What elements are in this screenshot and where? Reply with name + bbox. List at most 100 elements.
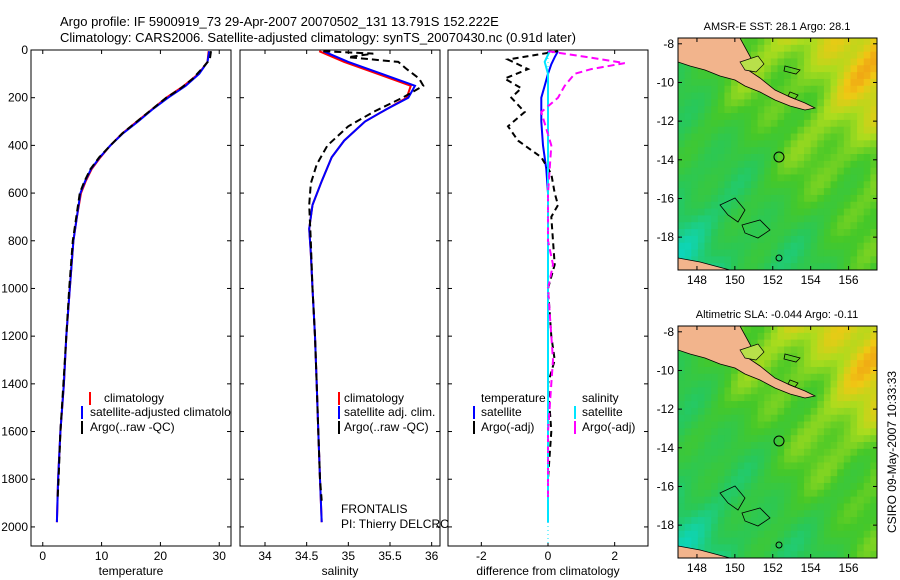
heatmap-cell (830, 353, 838, 361)
heatmap-cell (697, 256, 706, 264)
heatmap-cell (684, 160, 692, 169)
heatmap-cell (777, 126, 785, 135)
heatmap-cell (731, 208, 739, 217)
heatmap-cell (823, 455, 832, 464)
heatmap-cell (704, 401, 712, 409)
heatmap-cell (724, 523, 732, 532)
heatmap-cell (750, 147, 759, 155)
heatmap-cell (697, 133, 706, 141)
heatmap-cell (737, 530, 745, 539)
heatmap-cell (678, 523, 686, 532)
heatmap-cell (823, 503, 832, 511)
heatmap-cell (857, 72, 865, 80)
heatmap-cell (750, 339, 759, 348)
heatmap-cell (857, 448, 865, 457)
heatmap-cell (804, 38, 812, 46)
heatmap-cell (850, 469, 858, 477)
heatmap-cell (817, 106, 825, 114)
heatmap-cell (724, 147, 732, 155)
heatmap-cell (797, 407, 805, 416)
heatmap-cell (691, 442, 699, 450)
heatmap-cell (870, 222, 877, 230)
heatmap-cell (784, 414, 792, 423)
heatmap-cell (724, 222, 732, 230)
heatmap-cell (817, 407, 825, 416)
heatmap-cell (870, 496, 877, 505)
heatmap-cell (757, 174, 765, 182)
heatmap-cell (697, 249, 706, 257)
heatmap-cell (764, 469, 772, 477)
heatmap-cell (837, 126, 845, 135)
heatmap-cell (850, 421, 858, 429)
island-shape (783, 65, 801, 75)
heatmap-cell (684, 106, 692, 114)
heatmap-cell (863, 140, 871, 148)
salinity-panel: 34 34.5 35 35.5 36 salinity climatology sate… (239, 49, 461, 578)
heatmap-cell (784, 551, 792, 558)
heatmap-cell (804, 469, 812, 477)
heatmap-cell (724, 387, 732, 395)
heatmap-cell (770, 38, 779, 46)
heatmap-cell (837, 222, 845, 230)
heatmap-cell (830, 544, 838, 552)
heatmap-cell (857, 38, 865, 46)
heatmap-cell (744, 160, 752, 169)
heatmap-cell (777, 242, 785, 251)
heatmap-cell (704, 373, 712, 382)
heatmap-cell (750, 387, 759, 395)
heatmap-cell (711, 194, 719, 203)
heatmap-cell (697, 174, 706, 182)
heatmap-cell (870, 476, 877, 484)
heatmap-cell (777, 448, 785, 457)
heatmap-cell (750, 113, 759, 121)
heatmap-cell (764, 133, 772, 141)
heatmap-cell (744, 401, 752, 409)
heatmap-cell (810, 140, 818, 148)
heatmap-cell (837, 332, 845, 341)
heatmap-cell (704, 235, 712, 244)
heatmap-cell (697, 421, 706, 429)
heatmap-cell (857, 78, 865, 87)
heatmap-cell (691, 92, 699, 101)
heatmap-cell (757, 510, 765, 518)
heatmap-cell (784, 160, 792, 169)
heatmap-cell (843, 462, 852, 470)
heatmap-cell (804, 140, 812, 148)
heatmap-cell (777, 332, 785, 341)
heatmap-cell (750, 119, 759, 128)
heatmap-cell (711, 147, 719, 155)
heatmap-cell (790, 482, 798, 491)
heatmap-cell (810, 242, 818, 251)
heatmap-cell (843, 394, 852, 402)
heatmap-cell (837, 147, 845, 155)
heatmap-cell (764, 44, 772, 53)
heatmap-cell (704, 229, 712, 237)
heatmap-cell (704, 140, 712, 148)
heatmap-cell (850, 188, 858, 196)
heatmap-cell (870, 469, 877, 477)
heatmap-cell (770, 140, 779, 148)
heatmap-cell (797, 126, 805, 135)
heatmap-cell (843, 113, 852, 121)
heatmap-cell (744, 188, 752, 196)
heatmap-cell (724, 510, 732, 518)
heatmap-cell (717, 442, 726, 450)
y-tick-label: 600 (8, 186, 28, 200)
heatmap-cell (870, 147, 877, 155)
heatmap-cell (777, 133, 785, 141)
heatmap-cell (823, 339, 832, 348)
heatmap-cell (691, 201, 699, 210)
heatmap-cell (850, 428, 858, 436)
heatmap-cell (817, 242, 825, 251)
heatmap-cell (784, 188, 792, 196)
heatmap-cell (850, 401, 858, 409)
heatmap-cell (863, 44, 871, 53)
heatmap-cell (777, 407, 785, 416)
heatmap-cell (804, 58, 812, 66)
heatmap-cell (850, 510, 858, 518)
heatmap-cell (810, 346, 818, 354)
x-tick-label: 20 (154, 549, 168, 563)
heatmap-cell (810, 462, 818, 470)
heatmap-cell (757, 414, 765, 423)
heatmap-cell (704, 256, 712, 264)
